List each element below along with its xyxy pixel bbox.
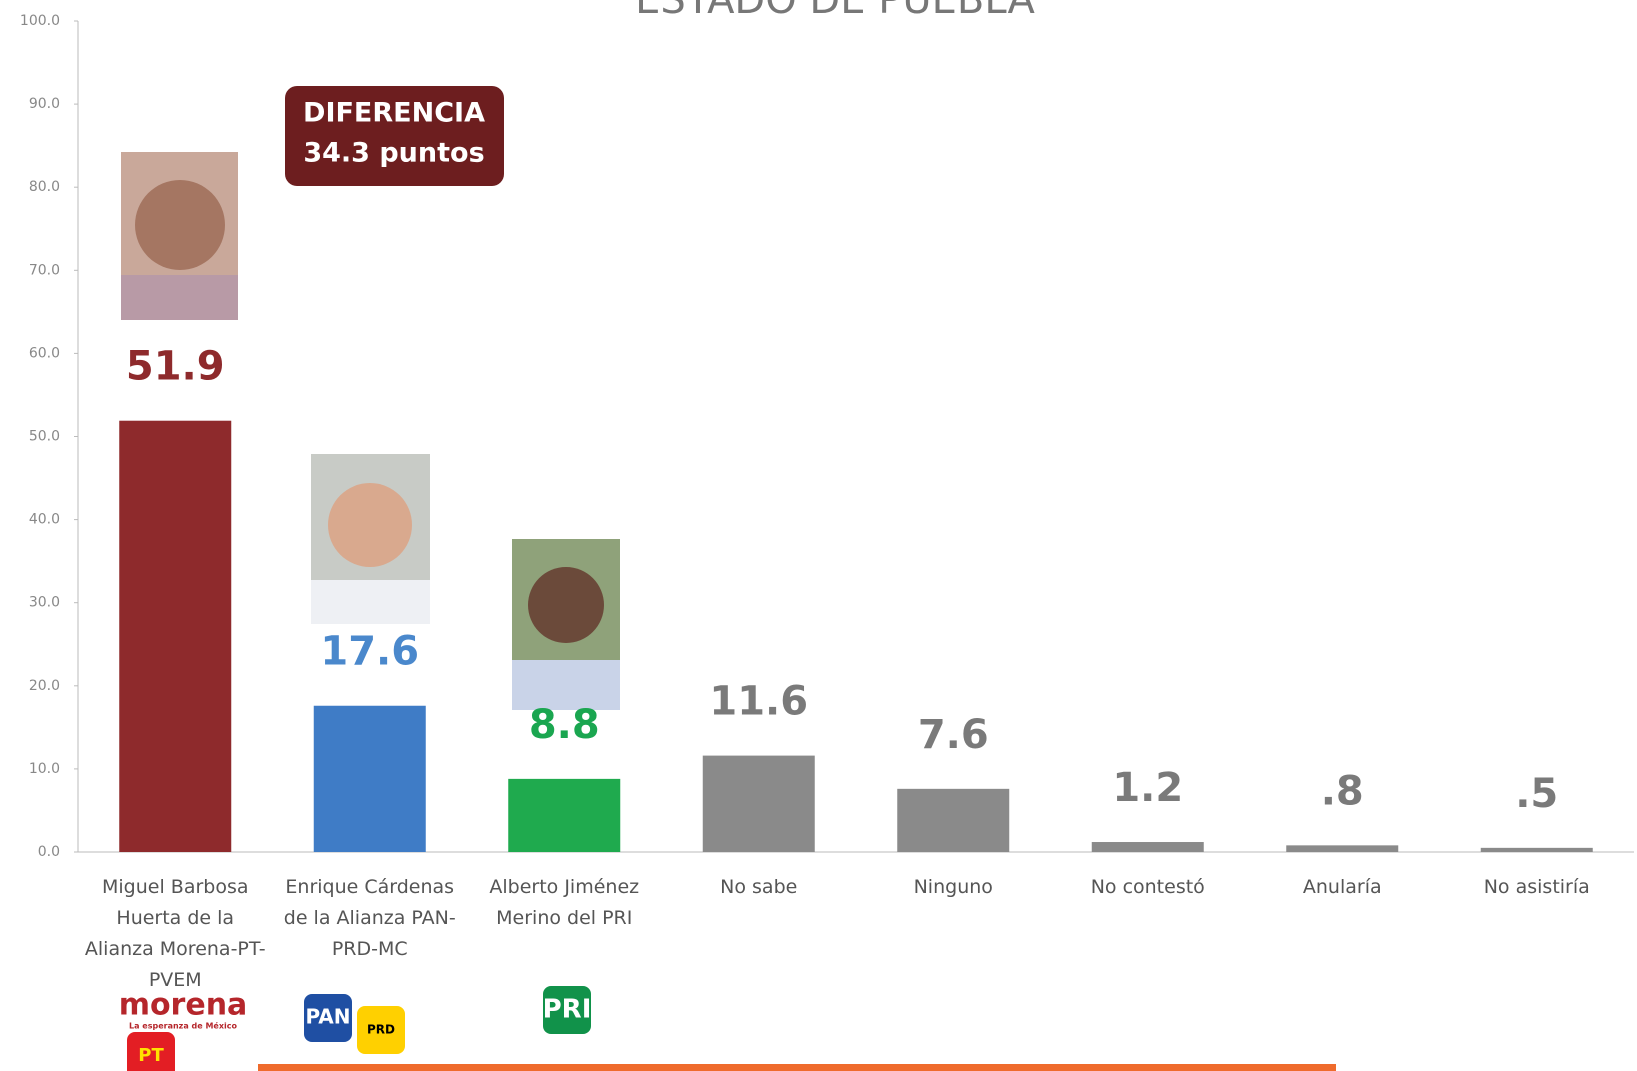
annotation: DIFERENCIA xyxy=(303,98,485,129)
bar xyxy=(897,788,1010,852)
photo xyxy=(121,152,620,710)
bar xyxy=(1286,845,1399,852)
bar xyxy=(1091,842,1204,852)
logo-text: PAN xyxy=(305,1005,350,1029)
bar xyxy=(508,778,621,852)
x-tick-label: Alberto Jiménez Merino del PRI xyxy=(489,876,640,929)
value-label: .8 xyxy=(1321,768,1364,814)
annotation-box xyxy=(285,86,504,186)
y-tick-label: 80.0 xyxy=(29,179,60,195)
logo-text: PT xyxy=(138,1045,164,1066)
bar xyxy=(702,755,815,852)
x-tick-label: Anularía xyxy=(1302,876,1382,898)
y-tick-label: 30.0 xyxy=(29,595,60,611)
logo-badge xyxy=(357,1006,405,1054)
x-tick-label: Miguel Barbosa Huerta de la Alianza More… xyxy=(84,876,266,991)
y-tick-label: 70.0 xyxy=(29,262,60,278)
y-tick-label: 0.0 xyxy=(38,844,60,860)
value-label: 11.6 xyxy=(709,679,808,725)
annotation: 34.3 puntos xyxy=(303,138,484,169)
value-label: 7.6 xyxy=(918,712,989,758)
logo-text: PRI xyxy=(543,995,592,1025)
x-tick-label: Ninguno xyxy=(913,876,993,898)
logo-text: PRD xyxy=(367,1023,395,1037)
bar xyxy=(313,705,426,852)
logo-text: La esperanza de México xyxy=(129,1021,237,1031)
y-tick-label: 100.0 xyxy=(20,13,60,29)
bar xyxy=(1480,847,1593,852)
y-tick-label: 50.0 xyxy=(29,429,60,445)
bar xyxy=(119,420,232,852)
x-tick-label: No sabe xyxy=(720,876,798,898)
x-tick-label: Enrique Cárdenas de la Alianza PAN-PRD-M… xyxy=(283,876,456,960)
y-tick-label: 20.0 xyxy=(29,678,60,694)
value-label: 51.9 xyxy=(126,344,225,390)
x-tick-label: No contestó xyxy=(1090,876,1205,898)
underline xyxy=(258,1064,1336,1071)
logo-text: morena xyxy=(119,988,248,1023)
logo-badge xyxy=(127,1032,175,1071)
value-label: 1.2 xyxy=(1112,765,1183,811)
y-tick-label: 10.0 xyxy=(29,761,60,777)
chart-title: ESTADO DE PUEBLA xyxy=(635,0,1035,23)
y-tick-label: 40.0 xyxy=(29,512,60,528)
value-label: 8.8 xyxy=(529,702,600,748)
y-tick-label: 90.0 xyxy=(29,96,60,112)
logo-badge xyxy=(543,986,591,1034)
value-label: .5 xyxy=(1515,771,1558,817)
x-tick-label: No asistiría xyxy=(1483,876,1590,898)
logo-badge xyxy=(304,994,352,1042)
value-label: 17.6 xyxy=(320,629,419,675)
y-tick-label: 60.0 xyxy=(29,345,60,361)
